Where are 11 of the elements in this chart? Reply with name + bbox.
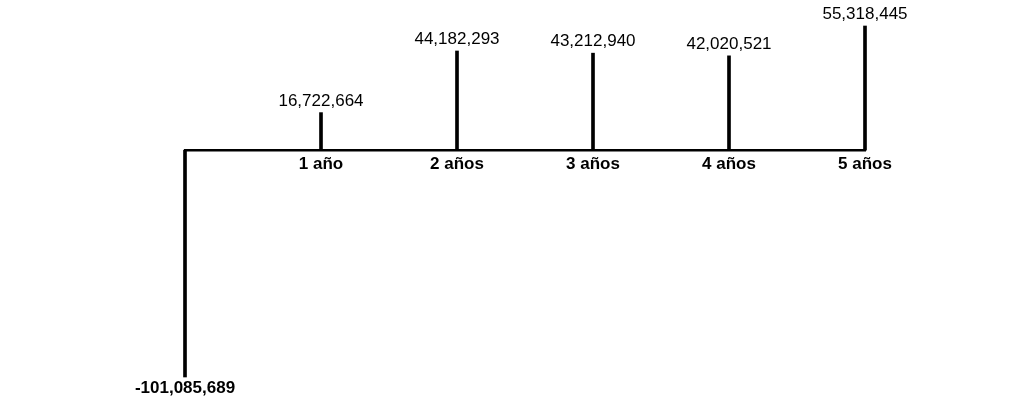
data-label: -101,085,689 <box>134 378 236 398</box>
data-label: 43,212,940 <box>550 31 636 51</box>
x-tick-label: 4 años <box>702 154 756 174</box>
x-tick-label: 1 año <box>298 154 344 174</box>
data-label: 16,722,664 <box>278 90 364 110</box>
x-tick-label: 5 años <box>838 154 892 174</box>
data-label: 55,318,445 <box>822 4 908 24</box>
x-tick-label: 2 años <box>430 154 484 174</box>
x-tick-label: 3 años <box>566 154 620 174</box>
data-label: 44,182,293 <box>414 29 500 49</box>
data-label: 42,020,521 <box>686 34 772 54</box>
